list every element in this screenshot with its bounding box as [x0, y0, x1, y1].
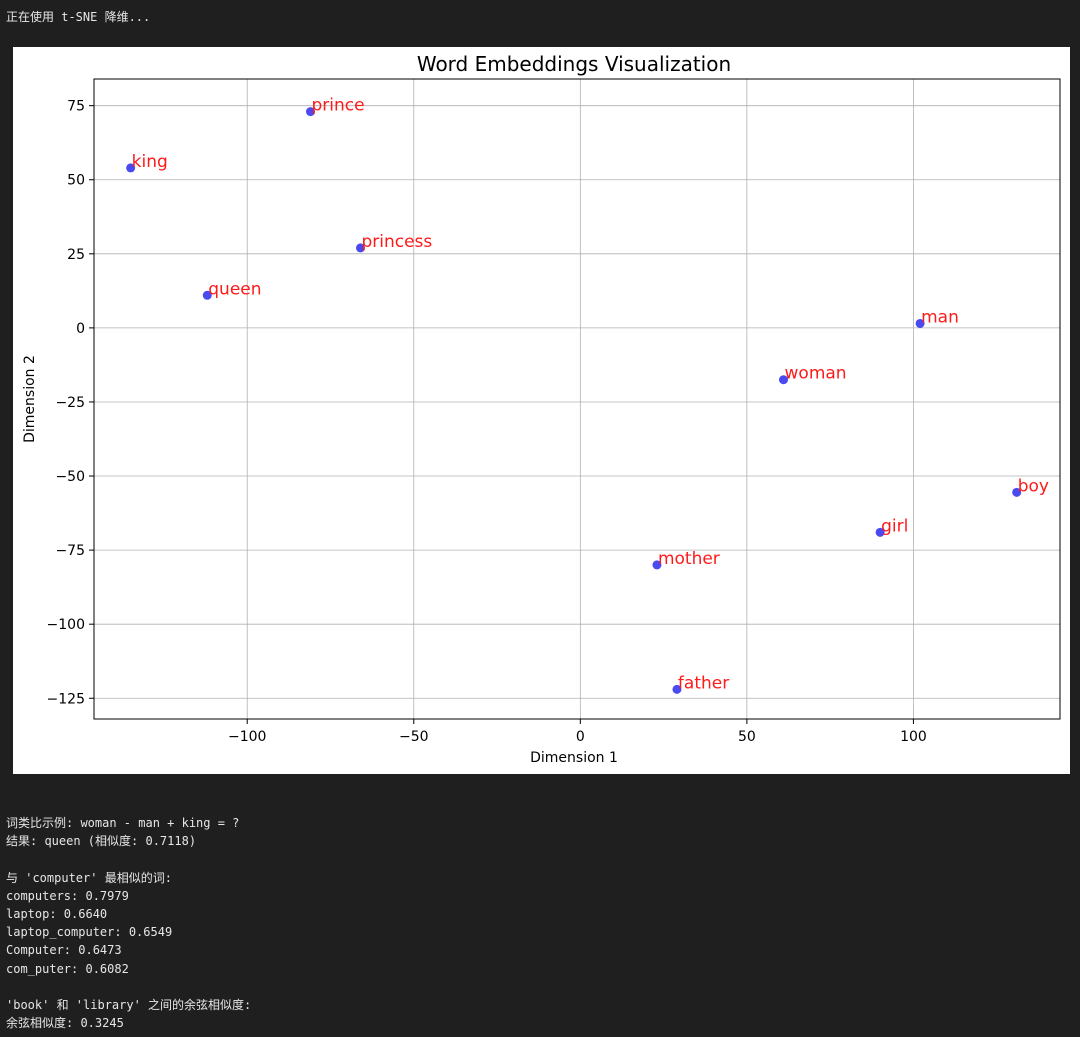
status-text: 正在使用 t-SNE 降维... — [6, 10, 151, 24]
point-label-girl: girl — [881, 516, 908, 536]
point-label-prince: prince — [312, 96, 365, 116]
data-points: prince king princess queen man woman boy girl mo… — [126, 96, 1049, 694]
y-axis-label: Dimension 2 — [22, 355, 38, 443]
y-tick-label: −25 — [55, 395, 85, 411]
chart-title: Word Embeddings Visualization — [417, 52, 731, 76]
console-output: 词类比示例: woman - man + king = ? 结果: queen (… — [6, 814, 251, 1032]
point-label-queen: queen — [208, 279, 261, 299]
data-point-king — [126, 163, 136, 173]
point-label-princess: princess — [361, 232, 432, 252]
point-label-king: king — [132, 152, 168, 172]
point-label-father: father — [678, 673, 729, 693]
data-point-queen — [202, 290, 212, 300]
point-label-man: man — [921, 307, 959, 327]
output-line: 与 'computer' 最相似的词: — [6, 870, 172, 885]
y-tick-label: −50 — [55, 469, 85, 485]
grid-lines — [94, 79, 1060, 719]
plot-frame — [93, 78, 1061, 720]
point-label-mother: mother — [658, 549, 720, 569]
output-line: laptop_computer: 0.6549 — [6, 925, 173, 940]
axis-ticks: −100 −50 0 50 100 75 50 25 0 −25 −50 −75 −100 −125 — [47, 99, 927, 745]
y-tick-label: 0 — [76, 321, 85, 337]
x-tick-label: 50 — [738, 729, 756, 745]
output-line: laptop: 0.6640 — [6, 906, 108, 921]
data-point-man — [915, 318, 925, 328]
output-line: 词类比示例: woman - man + king = ? — [6, 816, 240, 830]
output-line: 'book' 和 'library' 之间的余弦相似度: — [6, 997, 252, 1012]
y-tick-label: −100 — [47, 617, 85, 633]
x-axis-label: Dimension 1 — [530, 750, 618, 766]
data-point-mother — [652, 560, 662, 570]
output-line: computers: 0.7979 — [6, 888, 129, 903]
x-tick-label: −100 — [228, 729, 266, 745]
y-tick-label: −125 — [47, 691, 85, 707]
x-tick-label: −50 — [399, 729, 429, 745]
data-point-princess — [355, 243, 365, 253]
data-point-prince — [306, 107, 316, 117]
data-point-boy — [1012, 487, 1022, 497]
point-label-boy: boy — [1018, 476, 1049, 496]
output-line: 结果: queen (相似度: 0.7118) — [6, 834, 197, 849]
scatter-plot-figure: Word Embeddings Visualization Dimension … — [13, 47, 1070, 774]
y-tick-label: −75 — [55, 543, 85, 559]
y-tick-label: 75 — [67, 99, 85, 115]
y-tick-label: 25 — [67, 247, 85, 263]
point-label-woman: woman — [785, 364, 847, 384]
output-line: com_puter: 0.6082 — [6, 961, 129, 976]
data-point-father — [672, 684, 682, 694]
output-line — [6, 850, 251, 868]
output-line — [6, 978, 251, 996]
y-tick-label: 50 — [67, 173, 85, 189]
data-point-girl — [875, 527, 885, 537]
x-tick-label: 100 — [900, 729, 927, 745]
x-tick-label: 0 — [576, 729, 585, 745]
chart-svg: Word Embeddings Visualization Dimension … — [22, 52, 1061, 766]
data-point-woman — [779, 375, 789, 385]
output-line: Computer: 0.6473 — [6, 943, 122, 958]
output-line: 余弦相似度: 0.3245 — [6, 1016, 124, 1031]
